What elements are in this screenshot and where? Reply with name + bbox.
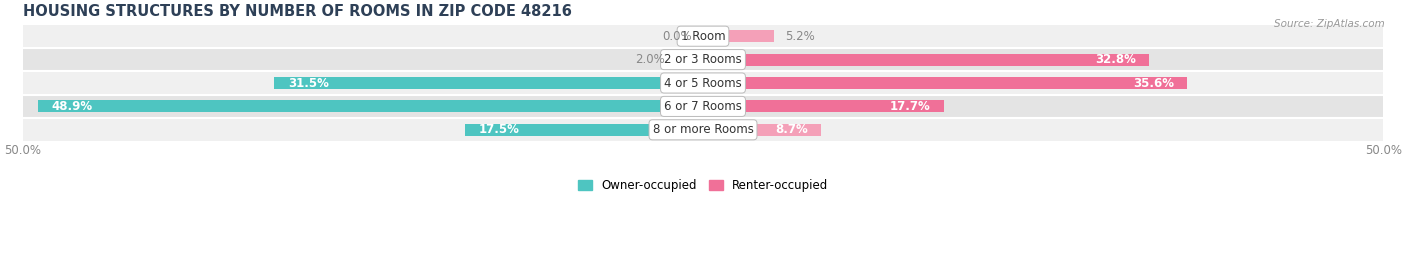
Text: 1 Room: 1 Room	[681, 30, 725, 43]
Legend: Owner-occupied, Renter-occupied: Owner-occupied, Renter-occupied	[572, 174, 834, 196]
Text: 2.0%: 2.0%	[636, 53, 665, 66]
Text: 8 or more Rooms: 8 or more Rooms	[652, 123, 754, 136]
Text: 2 or 3 Rooms: 2 or 3 Rooms	[664, 53, 742, 66]
Text: 48.9%: 48.9%	[51, 100, 93, 113]
Text: 0.0%: 0.0%	[662, 30, 692, 43]
Bar	[22, 95, 1384, 118]
Text: 32.8%: 32.8%	[1095, 53, 1136, 66]
Bar	[703, 77, 1188, 89]
Text: 4 or 5 Rooms: 4 or 5 Rooms	[664, 76, 742, 90]
Bar	[703, 30, 773, 42]
Bar	[703, 100, 943, 112]
Bar	[465, 124, 703, 136]
Bar	[703, 124, 821, 136]
Bar	[22, 24, 1384, 48]
Bar	[22, 118, 1384, 141]
Text: 17.5%: 17.5%	[478, 123, 519, 136]
Bar	[676, 54, 703, 66]
Text: 6 or 7 Rooms: 6 or 7 Rooms	[664, 100, 742, 113]
Text: Source: ZipAtlas.com: Source: ZipAtlas.com	[1274, 19, 1385, 29]
Bar	[22, 71, 1384, 95]
Bar	[274, 77, 703, 89]
Text: 35.6%: 35.6%	[1133, 76, 1174, 90]
Text: 5.2%: 5.2%	[785, 30, 814, 43]
Bar	[22, 48, 1384, 71]
Text: 8.7%: 8.7%	[775, 123, 808, 136]
Bar	[38, 100, 703, 112]
Text: HOUSING STRUCTURES BY NUMBER OF ROOMS IN ZIP CODE 48216: HOUSING STRUCTURES BY NUMBER OF ROOMS IN…	[22, 4, 572, 19]
Text: 31.5%: 31.5%	[288, 76, 329, 90]
Bar	[703, 54, 1149, 66]
Text: 17.7%: 17.7%	[890, 100, 931, 113]
